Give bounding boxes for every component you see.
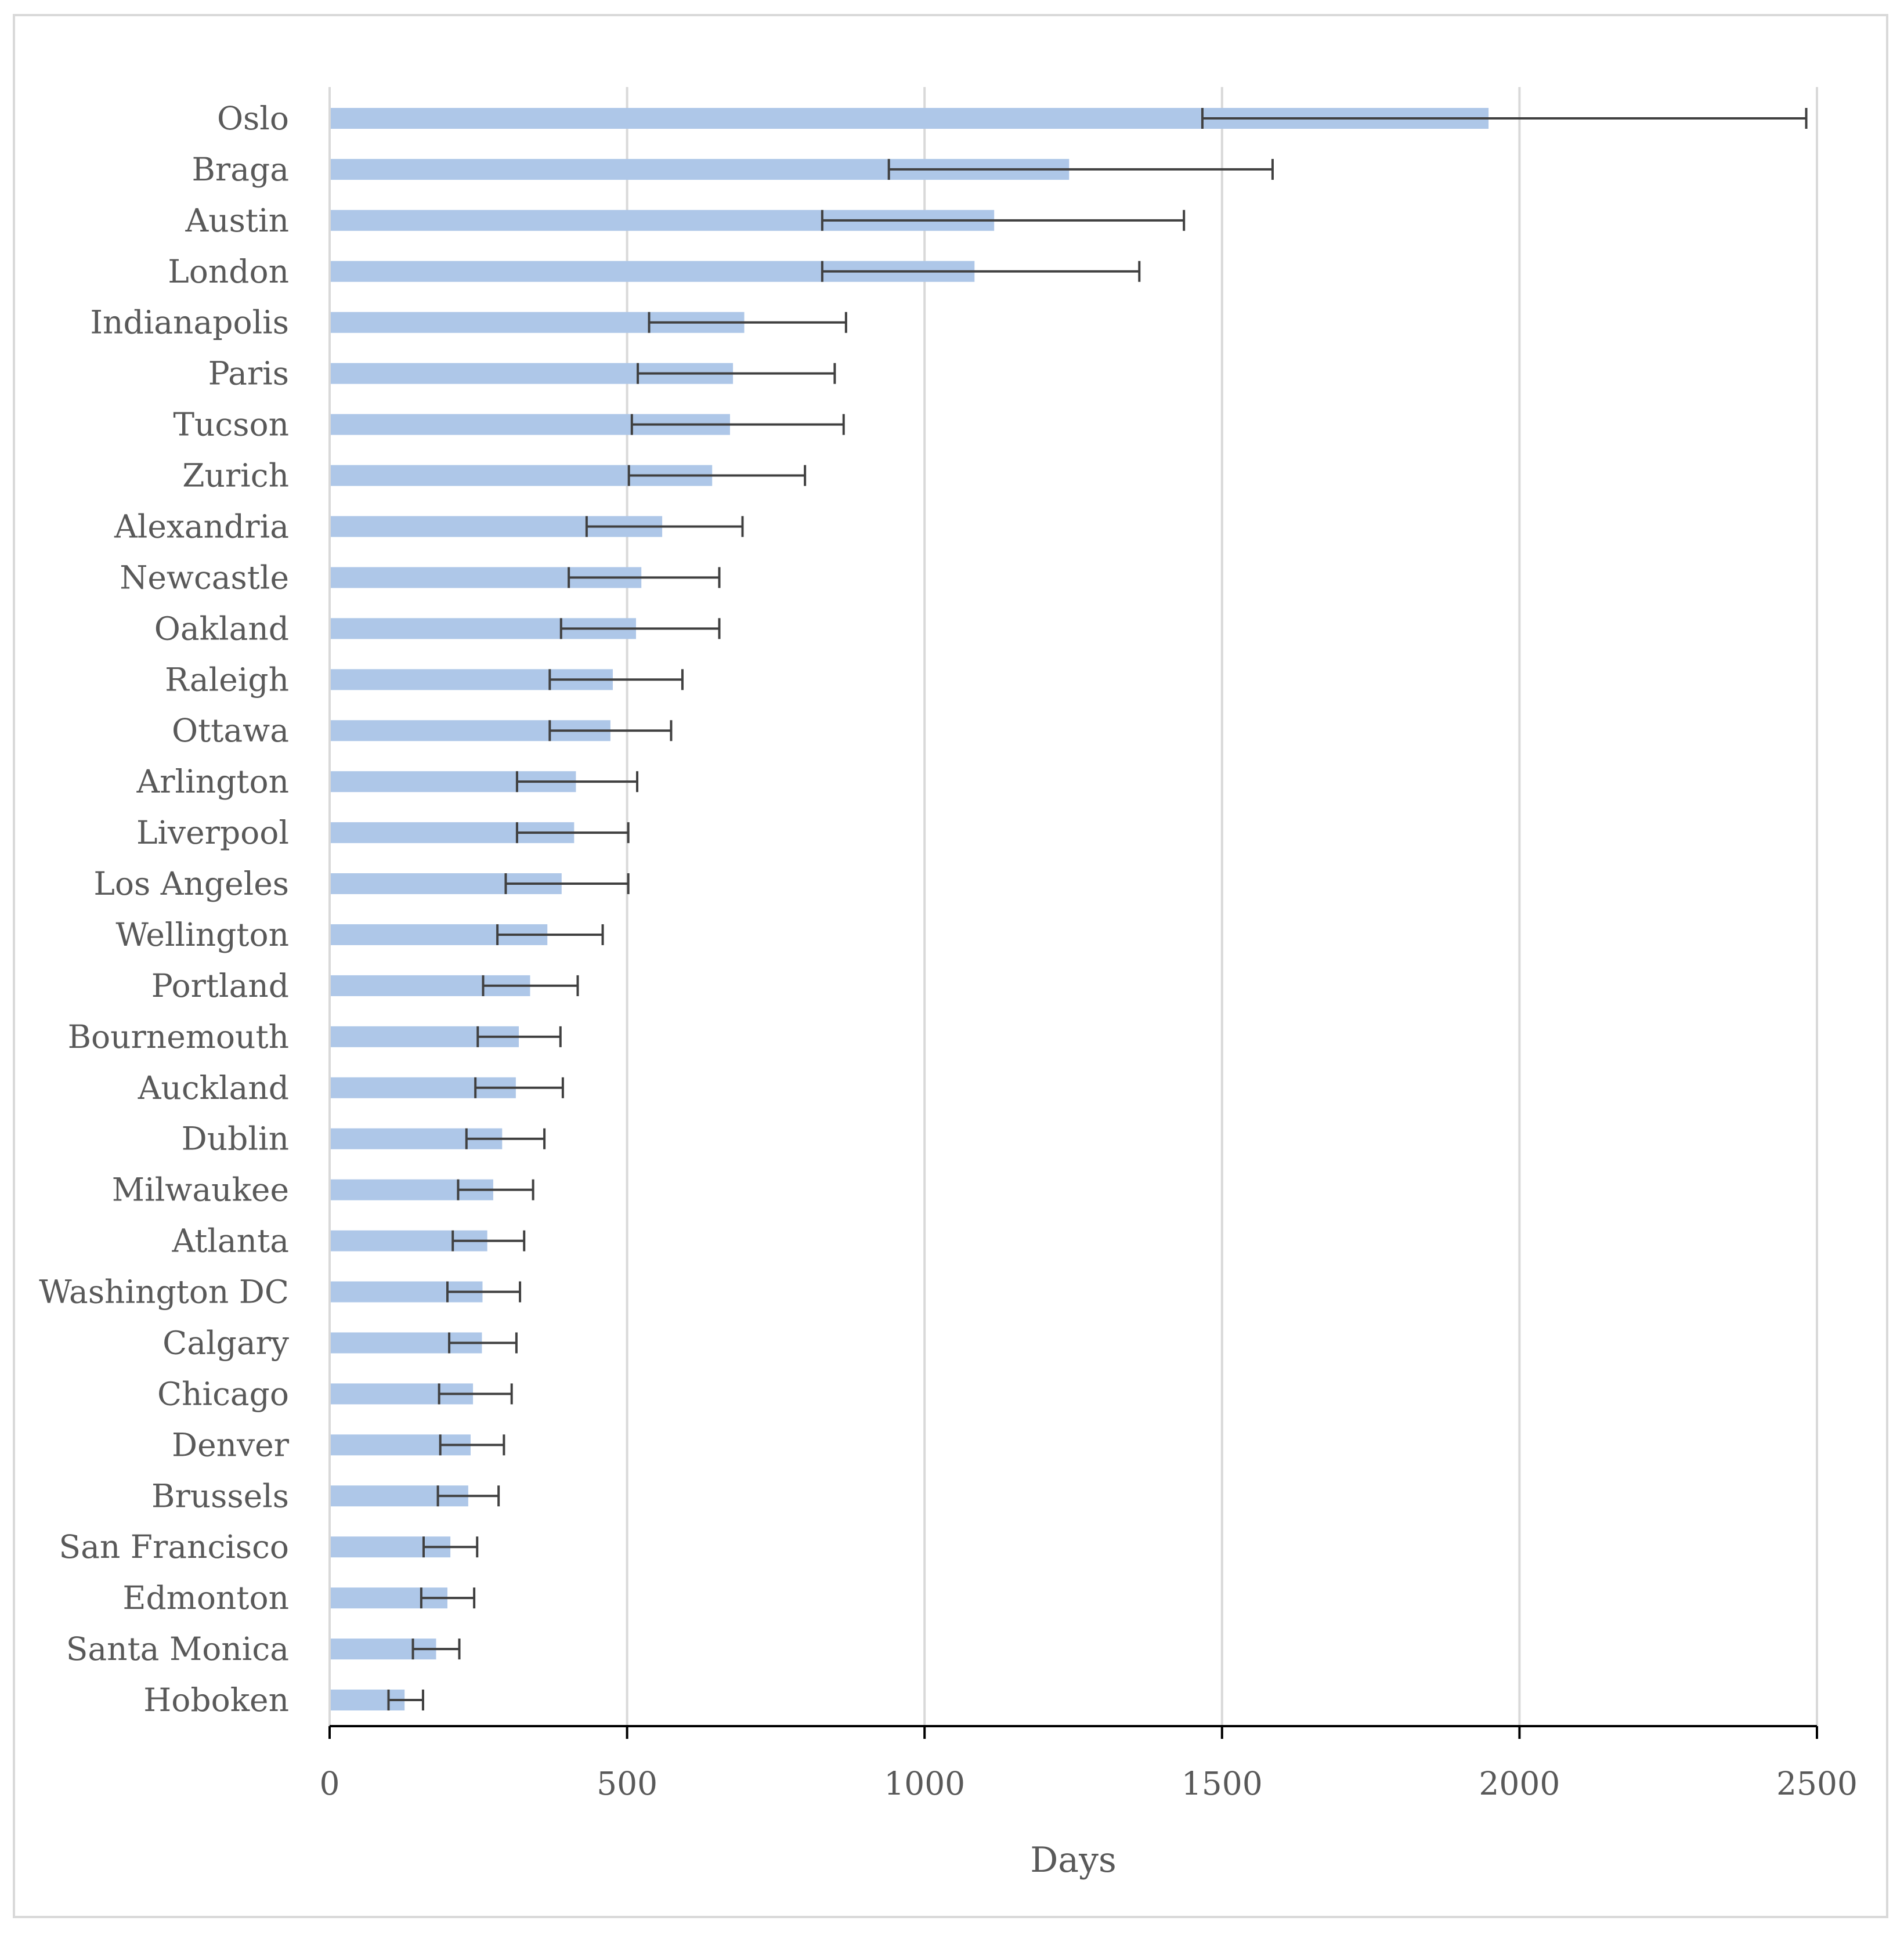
error-bar (474, 1077, 564, 1098)
error-bar (420, 1587, 476, 1609)
category-label: Calgary (162, 1324, 289, 1361)
category-label: Santa Monica (66, 1630, 289, 1668)
category-label: Bournemouth (68, 1018, 289, 1055)
category-label: Ottawa (172, 712, 289, 749)
chart-frame (13, 14, 1888, 1918)
category-label: Edmonton (122, 1579, 289, 1616)
error-bar (821, 261, 1141, 282)
category-label: Arlington (136, 763, 289, 800)
error-bar (887, 158, 1274, 180)
category-label: Auckland (138, 1069, 289, 1106)
x-tick-label: 1000 (884, 1765, 965, 1802)
category-label: Alexandria (114, 508, 289, 545)
error-bar (448, 1332, 518, 1354)
error-bar (559, 618, 721, 639)
error-bar (482, 975, 579, 996)
category-label: Los Angeles (93, 865, 289, 902)
error-bar (457, 1179, 534, 1200)
x-tick-label: 0 (320, 1765, 340, 1802)
category-label: Denver (172, 1426, 290, 1463)
error-bar (496, 924, 604, 945)
category-label: Zurich (182, 457, 289, 494)
category-label: London (168, 253, 289, 290)
error-bar (411, 1639, 461, 1660)
error-bar (548, 669, 684, 690)
category-label: Paris (208, 355, 289, 392)
category-label: San Francisco (59, 1528, 289, 1565)
error-bar (515, 822, 630, 844)
category-label: Indianapolis (90, 304, 289, 341)
error-bar (422, 1536, 479, 1558)
error-bar (568, 567, 721, 588)
error-bar (465, 1128, 546, 1149)
error-bar (438, 1383, 513, 1405)
error-bar (637, 363, 836, 384)
x-axis-title: Days (1030, 1840, 1117, 1880)
bars (330, 108, 1489, 1710)
category-label: Brussels (151, 1477, 289, 1514)
category-label: Milwaukee (112, 1171, 289, 1209)
error-bar (627, 465, 807, 486)
error-bar (436, 1485, 500, 1507)
category-label: Raleigh (165, 661, 289, 698)
category-label: Washington DC (39, 1274, 289, 1311)
error-bar (585, 516, 744, 537)
category-labels: Oslo Braga Austin London Indianapolis Paris Tu… (39, 100, 289, 1719)
x-axis: 0 500 1000 1500 2000 2500 (320, 87, 1858, 1802)
category-label: Tucson (173, 406, 289, 443)
error-bar (446, 1281, 522, 1303)
error-bar (1201, 108, 1808, 129)
error-bar (515, 771, 639, 793)
error-bar (387, 1690, 424, 1710)
x-tick-label: 2000 (1479, 1765, 1560, 1802)
category-label: Chicago (157, 1375, 289, 1412)
x-tick-label: 500 (597, 1765, 657, 1802)
category-label: Dublin (182, 1120, 289, 1158)
category-label: Austin (185, 202, 289, 239)
category-label: Oakland (154, 610, 289, 647)
category-label: Newcastle (120, 559, 289, 596)
error-bar (504, 873, 630, 895)
error-bars (387, 108, 1808, 1710)
error-bar (451, 1230, 526, 1252)
error-bar (548, 720, 673, 742)
x-tick-label: 2500 (1776, 1765, 1858, 1802)
category-label: Liverpool (136, 814, 289, 851)
category-label: Wellington (115, 916, 289, 953)
category-label: Oslo (217, 100, 289, 137)
error-bar (648, 312, 847, 333)
category-label: Atlanta (171, 1223, 289, 1260)
x-tick-label: 1500 (1182, 1765, 1263, 1802)
category-label: Portland (151, 967, 289, 1004)
error-bar (821, 209, 1186, 231)
error-bar (439, 1434, 505, 1456)
category-label: Hoboken (143, 1681, 289, 1719)
error-bar (630, 414, 845, 435)
error-bar (476, 1026, 562, 1047)
category-label: Braga (192, 151, 290, 188)
gridlines (626, 87, 1818, 1726)
